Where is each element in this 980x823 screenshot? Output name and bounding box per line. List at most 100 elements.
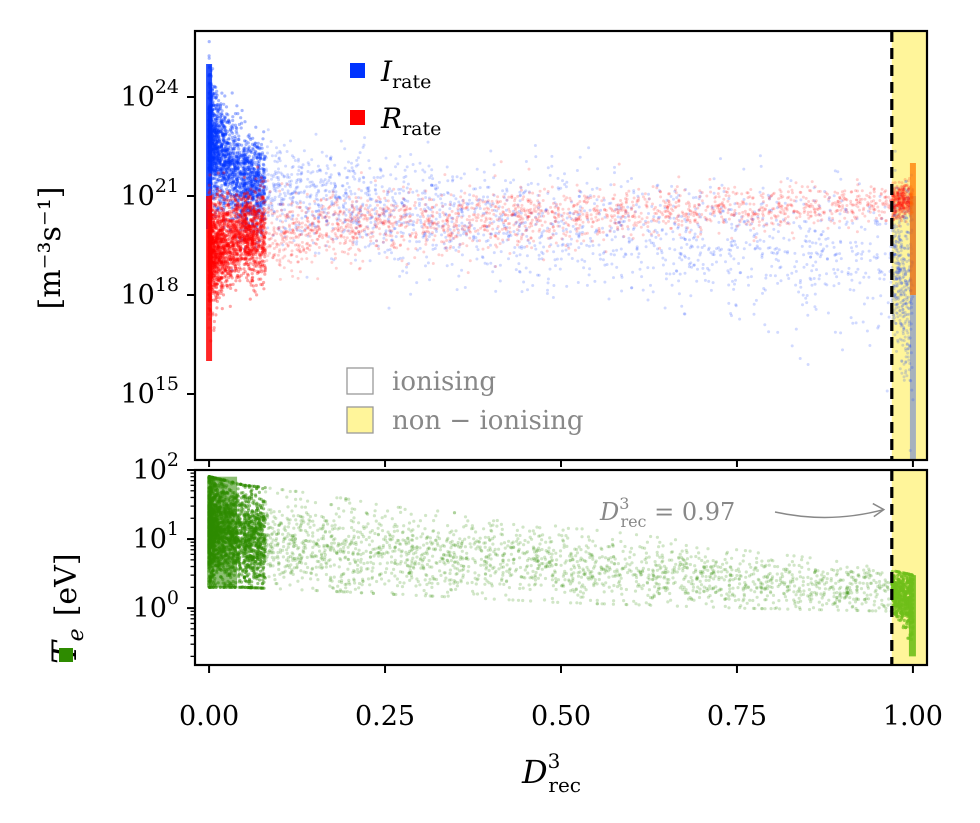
scatter-point-recombination (316, 277, 320, 281)
scatter-point-ionisation (895, 284, 899, 288)
scatter-point-ionisation (612, 230, 616, 234)
scatter-point-ionisation (559, 257, 563, 261)
scatter-point-ionisation (398, 154, 402, 158)
scatter-point-recombination (424, 234, 428, 238)
scatter-point-ionisation (754, 298, 758, 302)
scatter-point-ionisation (504, 179, 507, 183)
scatter-point-ionisation (839, 241, 843, 244)
scatter-point-ionisation (293, 159, 297, 162)
scatter-point-ionisation (440, 224, 444, 228)
scatter-point-ionisation (902, 314, 906, 318)
scatter-point-ionisation (693, 232, 697, 236)
scatter-point-ionisation (578, 190, 582, 193)
scatter-point-ionisation (517, 262, 521, 266)
scatter-point-ionisation (220, 151, 224, 155)
scatter-point-ionisation (895, 349, 898, 353)
scatter-point-ionisation (849, 316, 853, 320)
scatter-point-ionisation (742, 247, 746, 251)
scatter-point-ionisation (744, 241, 748, 245)
scatter-point-ionisation (611, 249, 615, 253)
scatter-point-ionisation (243, 146, 247, 150)
scatter-point-ionisation (896, 277, 900, 281)
scatter-point-ionisation (717, 220, 721, 224)
scatter-point-ionisation (431, 177, 435, 181)
scatter-point-ionisation (895, 262, 899, 266)
scatter-point-ionisation (325, 154, 329, 158)
scatter-point-ionisation (571, 224, 575, 228)
scatter-point-ionisation (727, 271, 731, 275)
scatter-point-recombination (375, 239, 378, 243)
scatter-point-ionisation (261, 162, 265, 166)
scatter-point-ionisation (895, 312, 899, 315)
scatter-point-ionisation (415, 189, 419, 193)
scatter-point-ionisation (554, 232, 558, 236)
scatter-point-ionisation (255, 172, 259, 176)
scatter-point-ionisation (341, 184, 345, 188)
scatter-point-ionisation (226, 178, 230, 182)
scatter-point-ionisation (212, 112, 216, 116)
scatter-point-ionisation (673, 248, 677, 252)
scatter-point-ionisation (709, 288, 713, 292)
scatter-point-ionisation (245, 166, 250, 170)
scatter-point-ionisation (327, 175, 331, 179)
scatter-point-ionisation (306, 209, 310, 213)
scatter-point-ionisation (839, 331, 843, 335)
scatter-point-ionisation (286, 189, 290, 193)
scatter-point-ionisation (317, 251, 321, 255)
scatter-point-ionisation (280, 173, 284, 177)
scatter-point-recombination (591, 239, 595, 243)
scatter-point-ionisation (896, 315, 900, 319)
scatter-point-ionisation (762, 239, 766, 243)
scatter-point-ionisation (859, 225, 863, 229)
scatter-point-ionisation (213, 205, 217, 209)
scatter-point-ionisation (323, 207, 327, 211)
scatter-point-ionisation (482, 195, 485, 199)
scatter-point-ionisation (218, 104, 223, 108)
scatter-point-ionisation (232, 167, 236, 171)
scatter-point-ionisation (213, 144, 217, 148)
scatter-point-ionisation (229, 160, 233, 164)
scatter-point-ionisation (542, 229, 546, 233)
scatter-point-ionisation (412, 220, 416, 224)
scatter-point-ionisation (892, 229, 896, 233)
scatter-point-ionisation (213, 181, 217, 185)
scatter-point-ionisation (438, 208, 442, 212)
scatter-point-ionisation (534, 155, 538, 159)
scatter-point-ionisation (648, 238, 652, 242)
scatter-point-ionisation (254, 155, 258, 159)
scatter-point-ionisation (235, 164, 240, 168)
scatter-point-ionisation (626, 179, 630, 183)
scatter-point-ionisation (901, 311, 905, 315)
scatter-point-ionisation (649, 283, 652, 287)
scatter-point-ionisation (225, 141, 229, 145)
scatter-point-ionisation (221, 165, 225, 169)
scatter-point-ionisation (224, 152, 228, 157)
scatter-point-ionisation (353, 177, 357, 181)
scatter-point-ionisation (459, 176, 463, 180)
scatter-point-ionisation (217, 135, 221, 139)
scatter-point-ionisation (761, 186, 765, 190)
scatter-point-ionisation (837, 226, 841, 230)
scatter-point-ionisation (768, 195, 772, 199)
scatter-point-ionisation (531, 284, 535, 287)
scatter-point-ionisation (512, 178, 516, 182)
scatter-point-ionisation (247, 133, 251, 137)
scatter-point-recombination (710, 204, 714, 208)
scatter-point-ionisation (804, 220, 808, 224)
scatter-point-ionisation (419, 221, 423, 225)
scatter-point-ionisation (629, 206, 633, 210)
scatter-point-ionisation (836, 268, 840, 272)
scatter-point-ionisation (460, 253, 464, 257)
scatter-point-ionisation (261, 167, 265, 171)
scatter-point-ionisation (243, 158, 247, 162)
scatter-point-ionisation (454, 197, 458, 201)
scatter-point-ionisation (588, 208, 592, 212)
scatter-point-ionisation (224, 140, 228, 144)
scatter-point-ionisation (862, 275, 866, 279)
scatter-point-ionisation (804, 234, 808, 238)
scatter-point-ionisation (276, 170, 280, 174)
scatter-point-ionisation (235, 178, 240, 182)
scatter-point-ionisation (635, 247, 639, 250)
scatter-point-ionisation (720, 183, 724, 187)
scatter-point-ionisation (612, 253, 616, 257)
